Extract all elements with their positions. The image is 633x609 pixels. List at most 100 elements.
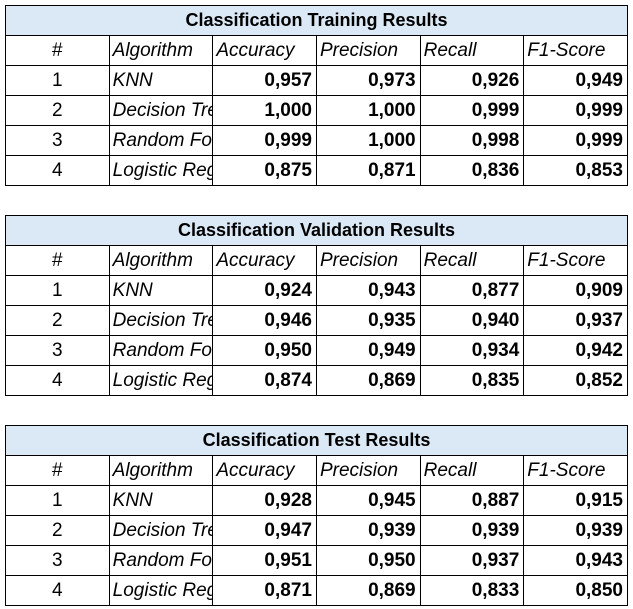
table-header-row: # Algorithm Accuracy Precision Recall F1-Scor… [5,455,628,486]
cell-precision: 0,943 [315,275,421,306]
cell-accuracy: 0,950 [212,335,317,366]
cell-recall: 0,940 [419,305,525,336]
column-header-algorithm: Algorithm [108,245,214,276]
cell-recall: 0,934 [419,335,525,366]
cell-accuracy: 0,999 [212,125,317,156]
column-header-accuracy: Accuracy [212,455,317,486]
cell-precision: 0,945 [315,485,421,516]
cell-f1-score: 0,999 [523,95,628,126]
cell-precision: 1,000 [315,125,421,156]
cell-f1-score: 0,850 [523,575,628,606]
cell-row-number: 3 [5,335,110,366]
table-title: Classification Validation Results [5,215,628,246]
column-header-algorithm: Algorithm [108,35,214,66]
column-header-accuracy: Accuracy [212,35,317,66]
column-header-accuracy: Accuracy [212,245,317,276]
cell-recall: 0,937 [419,545,525,576]
cell-recall: 0,836 [419,155,525,186]
cell-row-number: 3 [5,125,110,156]
cell-accuracy: 0,951 [212,545,317,576]
cell-f1-score: 0,943 [523,545,628,576]
cell-algorithm: KNN [108,485,214,516]
cell-f1-score: 0,939 [523,515,628,546]
table-header-row: # Algorithm Accuracy Precision Recall F1-Scor… [5,245,628,276]
column-header-f1-score: F1-Score [523,455,628,486]
cell-accuracy: 0,875 [212,155,317,186]
cell-f1-score: 0,942 [523,335,628,366]
table-row: 1 KNN 0,928 0,945 0,887 0,915 [5,485,628,516]
cell-precision: 0,869 [315,365,421,396]
cell-accuracy: 1,000 [212,95,317,126]
cell-row-number: 1 [5,275,110,306]
column-header-precision: Precision [315,35,421,66]
cell-f1-score: 0,853 [523,155,628,186]
cell-algorithm: Logistic Regression [108,155,214,186]
cell-accuracy: 0,947 [212,515,317,546]
cell-algorithm: Decision Tree [108,95,214,126]
cell-f1-score: 0,937 [523,305,628,336]
table-title-row: Classification Training Results [5,5,628,36]
cell-f1-score: 0,909 [523,275,628,306]
table-title-row: Classification Test Results [5,425,628,456]
table-row: 1 KNN 0,957 0,973 0,926 0,949 [5,65,628,96]
cell-algorithm: Logistic Regression [108,365,214,396]
cell-algorithm: Random Forest [108,545,214,576]
table-header-row: # Algorithm Accuracy Precision Recall F1-Scor… [5,35,628,66]
cell-algorithm: Decision Tree [108,515,214,546]
cell-precision: 0,949 [315,335,421,366]
cell-accuracy: 0,924 [212,275,317,306]
cell-f1-score: 0,949 [523,65,628,96]
column-header-recall: Recall [419,35,525,66]
cell-accuracy: 0,874 [212,365,317,396]
cell-recall: 0,998 [419,125,525,156]
cell-f1-score: 0,915 [523,485,628,516]
cell-recall: 0,833 [419,575,525,606]
cell-recall: 0,877 [419,275,525,306]
table-title-row: Classification Validation Results [5,215,628,246]
cell-row-number: 2 [5,305,110,336]
cell-row-number: 3 [5,545,110,576]
column-header-f1-score: F1-Score [523,35,628,66]
cell-row-number: 4 [5,575,110,606]
cell-algorithm: Random Forest [108,125,214,156]
cell-accuracy: 0,957 [212,65,317,96]
column-header-precision: Precision [315,455,421,486]
table-title: Classification Test Results [5,425,628,456]
cell-f1-score: 0,852 [523,365,628,396]
cell-precision: 0,935 [315,305,421,336]
cell-algorithm: Decision Tree [108,305,214,336]
cell-row-number: 1 [5,65,110,96]
cell-accuracy: 0,946 [212,305,317,336]
cell-accuracy: 0,928 [212,485,317,516]
cell-precision: 1,000 [315,95,421,126]
column-header-f1-score: F1-Score [523,245,628,276]
column-header-algorithm: Algorithm [108,455,214,486]
cell-recall: 0,999 [419,95,525,126]
cell-row-number: 2 [5,515,110,546]
column-header-row-number: # [5,35,110,66]
cell-algorithm: KNN [108,275,214,306]
column-header-recall: Recall [419,455,525,486]
cell-algorithm: Random Forest [108,335,214,366]
cell-recall: 0,926 [419,65,525,96]
column-header-precision: Precision [315,245,421,276]
cell-row-number: 1 [5,485,110,516]
cell-precision: 0,973 [315,65,421,96]
cell-row-number: 4 [5,155,110,186]
cell-precision: 0,939 [315,515,421,546]
validation-results-table: Classification Validation Results # Algori… [5,215,628,396]
cell-precision: 0,871 [315,155,421,186]
cell-f1-score: 0,999 [523,125,628,156]
training-results-table: Classification Training Results # Algorith… [5,5,628,186]
table-title: Classification Training Results [5,5,628,36]
cell-row-number: 4 [5,365,110,396]
